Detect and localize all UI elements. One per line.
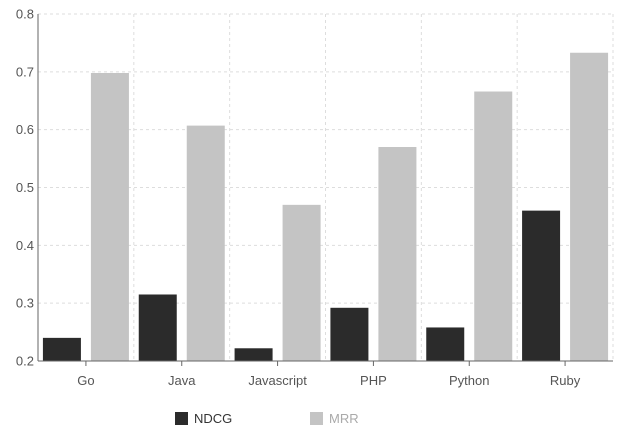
bar-mrr-python[interactable] — [474, 91, 513, 361]
bar-ndcg-python[interactable] — [426, 327, 465, 361]
x-tick-label: Javascript — [248, 373, 307, 388]
y-tick-label: 0.3 — [16, 296, 34, 311]
y-axis-ticks: 0.2 0.3 0.4 0.5 0.6 0.7 0.8 — [16, 7, 34, 369]
grid-lines — [38, 13, 614, 361]
bar-mrr-javascript[interactable] — [282, 204, 321, 361]
x-tick-label: Go — [77, 373, 94, 388]
bar-ndcg-java[interactable] — [138, 294, 177, 361]
bar-mrr-ruby[interactable] — [570, 52, 609, 362]
y-tick-label: 0.6 — [16, 122, 34, 137]
x-axis-ticks: Go Java Javascript PHP Python Ruby — [77, 373, 581, 388]
y-tick-label: 0.7 — [16, 64, 34, 79]
y-tick-label: 0.4 — [16, 238, 34, 253]
x-tick-label: Python — [449, 373, 489, 388]
axes — [37, 14, 613, 366]
bars — [42, 52, 609, 362]
bar-mrr-php[interactable] — [378, 147, 417, 361]
bar-ndcg-javascript[interactable] — [234, 348, 273, 361]
bar-ndcg-ruby[interactable] — [522, 210, 561, 361]
legend-label-mrr[interactable]: MRR — [329, 411, 359, 426]
y-tick-label: 0.5 — [16, 180, 34, 195]
legend-label-ndcg[interactable]: NDCG — [194, 411, 232, 426]
x-tick-label: Ruby — [550, 373, 581, 388]
y-tick-label: 0.8 — [16, 7, 34, 22]
legend-swatch-mrr[interactable] — [310, 412, 323, 425]
legend-swatch-ndcg[interactable] — [175, 412, 188, 425]
bar-ndcg-go[interactable] — [42, 337, 81, 361]
x-tick-label: Java — [168, 373, 196, 388]
legend[interactable]: NDCG MRR — [175, 411, 359, 426]
bar-mrr-java[interactable] — [186, 125, 225, 361]
bar-mrr-go[interactable] — [90, 72, 129, 362]
bar-ndcg-php[interactable] — [330, 307, 369, 361]
y-tick-label: 0.2 — [16, 354, 34, 369]
x-tick-label: PHP — [360, 373, 387, 388]
